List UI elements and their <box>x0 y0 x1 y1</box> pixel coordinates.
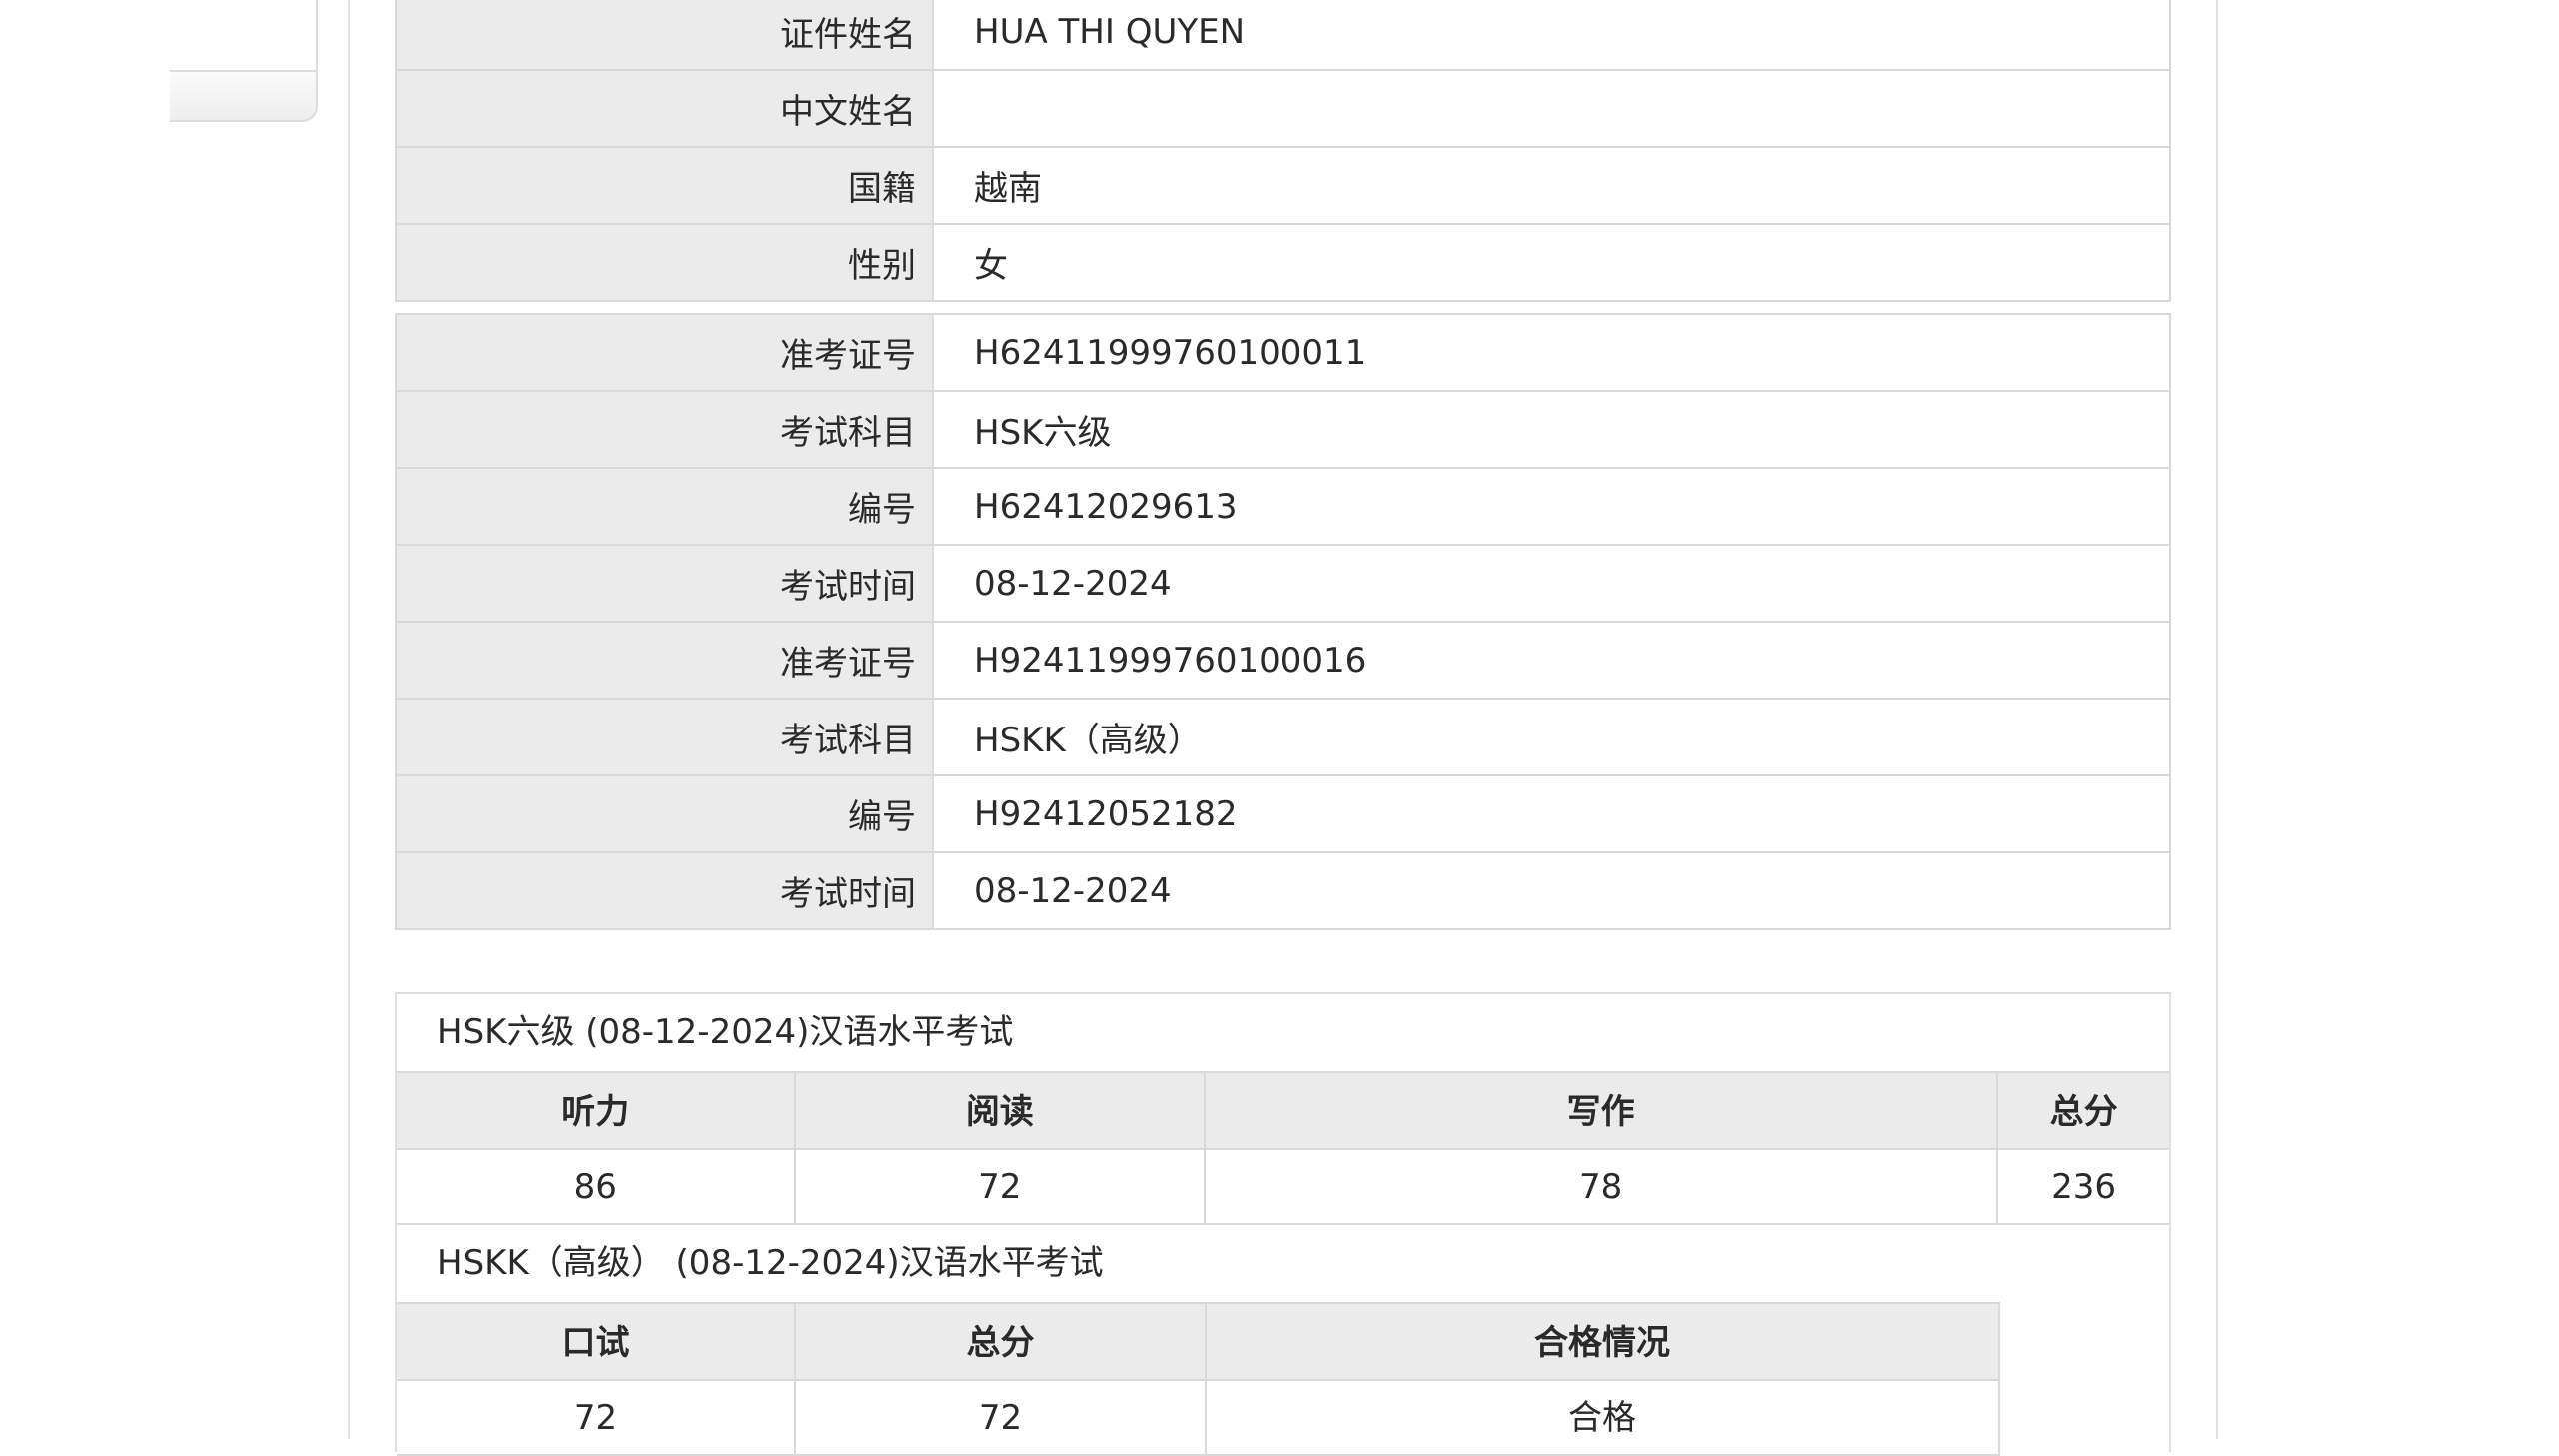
hsk-header: 听力 <box>397 1071 796 1150</box>
field-label: 考试科目 <box>396 698 934 776</box>
side-panel <box>170 0 318 122</box>
personal-info-table: 证件姓名 HUA THI QUYEN 中文姓名 国籍 越南 性别女 <box>395 0 2171 302</box>
field-label: 准考证号 <box>396 621 934 700</box>
hsk-header: 阅读 <box>795 1071 1207 1150</box>
field-value: 越南 <box>933 146 2170 225</box>
field-label: 国籍 <box>396 146 934 225</box>
field-value: HUA THI QUYEN <box>933 0 2170 71</box>
hskk-score-row: 72 72 合格 <box>397 1381 2169 1456</box>
field-value: 女 <box>933 223 2170 302</box>
field-label: 编号 <box>396 467 934 546</box>
hskk-header: 口试 <box>397 1302 796 1381</box>
info-row: 编号 H62412029613 <box>396 467 2170 546</box>
hsk-score: 78 <box>1206 1150 1999 1225</box>
content-border-right <box>2216 0 2218 1439</box>
field-value: 08-12-2024 <box>933 851 2170 930</box>
field-value: H92411999760100016 <box>933 621 2170 700</box>
exam-info-table: 准考证号 H62411999760100011 考试科目 HSK六级 编号 H6241… <box>395 313 2171 930</box>
hskk-header: 合格情况 <box>1207 1302 2000 1381</box>
info-row: 准考证号 H92411999760100016 <box>396 621 2170 700</box>
field-label: 考试时间 <box>396 851 934 930</box>
field-label: 考试时间 <box>396 544 934 623</box>
field-value: HSKK（高级） <box>933 698 2170 776</box>
info-row: 国籍 越南 <box>396 146 2170 225</box>
field-label: 性别 <box>396 223 934 302</box>
hskk-result: 合格 <box>1207 1381 2000 1456</box>
hskk-header: 总分 <box>796 1302 1207 1381</box>
field-value: H62411999760100011 <box>933 313 2170 392</box>
info-row: 编号 H92412052182 <box>396 774 2170 853</box>
hsk-header: 总分 <box>1998 1071 2169 1150</box>
field-label: 准考证号 <box>396 313 934 392</box>
info-row: 性别女 <box>396 223 2170 302</box>
hskk-header-row: 口试 总分 合格情况 <box>397 1302 2169 1381</box>
content-border-left <box>348 0 350 1439</box>
hsk-score: 86 <box>397 1150 796 1225</box>
field-value: H62412029613 <box>933 467 2170 546</box>
side-panel-button[interactable] <box>170 70 316 120</box>
field-value: 08-12-2024 <box>933 544 2170 623</box>
field-value: H92412052182 <box>933 774 2170 853</box>
info-row: 考试时间 08-12-2024 <box>396 544 2170 623</box>
hsk-header: 写作 <box>1206 1071 1999 1150</box>
hskk-score: 72 <box>397 1381 796 1456</box>
info-row: 准考证号 H62411999760100011 <box>396 313 2170 392</box>
info-row: 考试时间 08-12-2024 <box>396 851 2170 930</box>
field-label: 考试科目 <box>396 390 934 469</box>
hsk-caption: HSK六级 (08-12-2024)汉语水平考试 <box>437 1012 1014 1052</box>
scores-panel: HSK六级 (08-12-2024)汉语水平考试 听力 阅读 写作 总分 86 … <box>395 992 2171 1456</box>
info-row: 中文姓名 <box>396 69 2170 148</box>
info-row: 证件姓名 HUA THI QUYEN <box>396 0 2170 71</box>
field-value: HSK六级 <box>933 390 2170 469</box>
field-label: 编号 <box>396 774 934 853</box>
hskk-caption: HSKK（高级） (08-12-2024)汉语水平考试 <box>437 1243 1104 1283</box>
field-label: 中文姓名 <box>396 69 934 148</box>
hsk-score: 72 <box>795 1150 1207 1225</box>
hskk-score: 72 <box>796 1381 1207 1456</box>
field-label: 证件姓名 <box>396 0 934 71</box>
hsk-score: 236 <box>1998 1150 2169 1225</box>
hsk-score-row: 86 72 78 236 <box>397 1150 2169 1225</box>
info-row: 考试科目 HSKK（高级） <box>396 698 2170 776</box>
info-row: 考试科目 HSK六级 <box>396 390 2170 469</box>
hsk-header-row: 听力 阅读 写作 总分 <box>397 1071 2169 1150</box>
field-value <box>933 69 2170 148</box>
